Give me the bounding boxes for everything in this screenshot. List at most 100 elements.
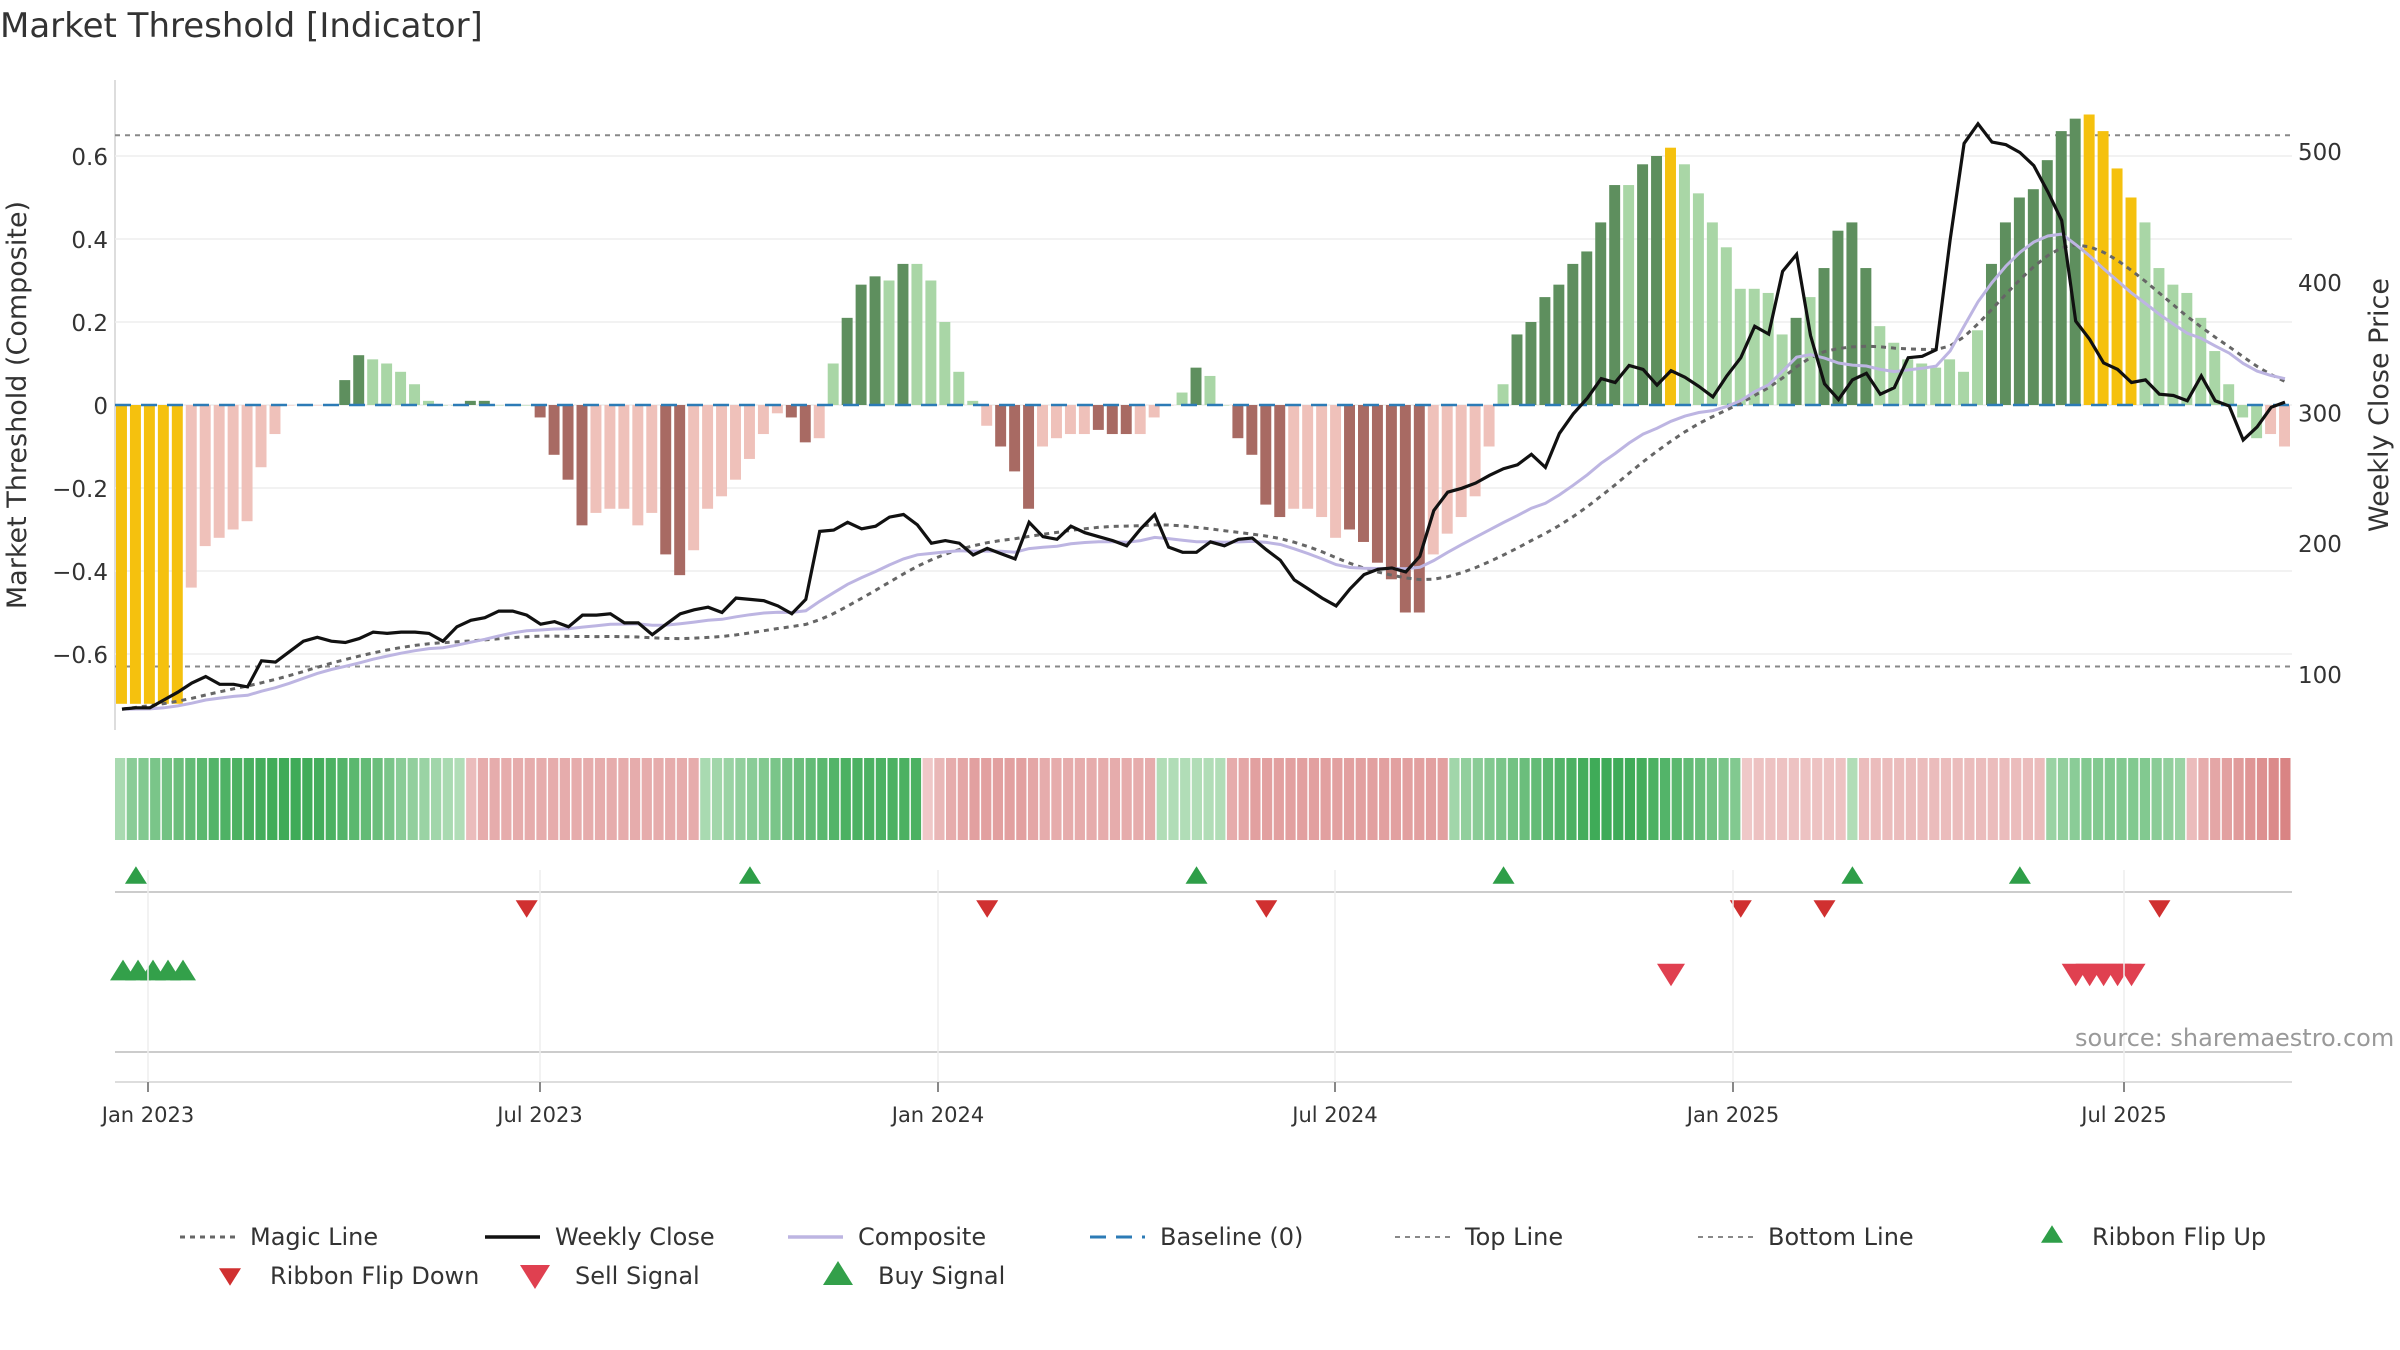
composite-bar	[143, 405, 155, 704]
x-tick-label: Jul 2023	[495, 1103, 582, 1127]
ribbon-cell	[524, 758, 535, 840]
x-tick-label: Jan 2024	[890, 1103, 985, 1127]
composite-bar	[129, 405, 141, 704]
composite-bar	[743, 405, 755, 459]
ribbon-flip-up-marker	[2008, 866, 2031, 884]
ribbon-cell	[1624, 758, 1636, 840]
ribbon-cell	[1858, 758, 1870, 840]
ribbon-cell	[138, 758, 149, 840]
composite-bar	[1330, 405, 1342, 538]
composite-bar	[283, 405, 295, 406]
composite-bar	[1511, 334, 1523, 405]
ribbon-cell	[2022, 758, 2034, 840]
ribbon-cell	[1238, 758, 1249, 840]
composite-bar	[339, 380, 351, 405]
ribbon-cell	[2069, 758, 2080, 840]
ribbon-cell	[1086, 758, 1097, 840]
y-right-tick-label: 300	[2298, 402, 2342, 428]
composite-bar	[632, 405, 644, 526]
ribbon-cell	[758, 758, 769, 840]
composite-bar	[2265, 405, 2277, 435]
composite-bar	[883, 280, 895, 405]
composite-bar	[1050, 405, 1062, 439]
ribbon-cell	[1402, 758, 1413, 840]
composite-bar	[1944, 359, 1956, 405]
y-left-tick-label: −0.2	[52, 477, 108, 503]
composite-bar	[995, 405, 1007, 447]
composite-bar	[1441, 405, 1453, 534]
ribbon-flip-down-marker	[2148, 900, 2171, 918]
ribbon-cell	[957, 758, 968, 840]
magic-line	[121, 243, 2286, 711]
ribbon-cell	[747, 758, 758, 840]
composite-bar	[1999, 222, 2011, 405]
composite-bar	[269, 405, 281, 435]
ribbon-cell	[1987, 758, 1998, 840]
ribbon-cell	[1730, 758, 1741, 840]
ribbon-cell	[1285, 758, 1296, 840]
y-right-tick-label: 100	[2298, 663, 2342, 689]
composite-bar	[967, 400, 979, 405]
ribbon-cell	[1156, 758, 1167, 840]
composite-bar	[116, 405, 127, 704]
ribbon-cell	[1332, 758, 1343, 840]
ribbon-cell	[2198, 758, 2209, 840]
ribbon-cell	[852, 758, 863, 840]
legend-label: Bottom Line	[1768, 1223, 1914, 1251]
ribbon-cell	[2186, 758, 2197, 840]
composite-bar	[1720, 247, 1732, 405]
ribbon-cell	[220, 758, 231, 840]
composite-bar	[1623, 185, 1635, 405]
composite-bar	[855, 284, 867, 405]
composite-bar	[1595, 222, 1607, 405]
composite-bar	[1790, 317, 1802, 405]
composite-bar	[1385, 405, 1397, 580]
composite-bar	[1804, 297, 1816, 405]
composite-bar	[1274, 405, 1286, 518]
legend-swatch	[520, 1265, 550, 1289]
composite-bar	[2167, 284, 2179, 405]
ribbon-cell	[2151, 758, 2162, 840]
ribbon-cell	[1098, 758, 1109, 840]
composite-bar	[2125, 197, 2137, 405]
ribbon-cell	[2081, 758, 2092, 840]
composite-bar	[1176, 392, 1188, 405]
composite-bar	[1009, 405, 1021, 472]
ribbon-cell	[1063, 758, 1074, 840]
composite-bar	[1525, 322, 1537, 405]
ribbon-cell	[173, 758, 184, 840]
legend-swatch	[823, 1261, 853, 1285]
ribbon-cell	[1940, 758, 1952, 840]
sell-signal-marker	[1656, 963, 1685, 987]
ribbon-flip-up-marker	[738, 866, 761, 884]
composite-bar	[1888, 342, 1900, 405]
ribbon-cell	[2057, 758, 2069, 840]
ribbon-cell	[1144, 758, 1156, 840]
ribbon-cell	[2221, 758, 2232, 840]
ribbon-cell	[278, 758, 290, 840]
ribbon-cell	[384, 758, 395, 840]
ribbon-cell	[618, 758, 629, 840]
composite-bar	[1692, 193, 1704, 405]
ribbon-cell	[1437, 758, 1448, 840]
source-label: source: sharemaestro.com	[2075, 1024, 2395, 1052]
composite-bar	[241, 405, 253, 522]
composite-bar	[562, 405, 574, 480]
composite-bar	[1469, 405, 1481, 497]
composite-bar	[1748, 288, 1760, 405]
composite-bar	[311, 405, 323, 406]
ribbon-cell	[2163, 758, 2174, 840]
composite-bar	[1637, 164, 1649, 405]
legend-label: Weekly Close	[555, 1223, 715, 1251]
composite-bar	[1846, 222, 1858, 405]
ribbon-cell	[981, 758, 992, 840]
ribbon-cell	[1683, 758, 1694, 840]
y-right-tick-label: 200	[2298, 532, 2342, 558]
ribbon-cell	[1671, 758, 1682, 840]
y-left-axis-label: Market Threshold (Composite)	[2, 201, 33, 609]
ribbon-cell	[337, 758, 348, 840]
ribbon-cell	[1343, 758, 1355, 840]
ribbon-cell	[313, 758, 325, 840]
ribbon-cell	[1578, 758, 1589, 840]
ribbon-cell	[1823, 758, 1835, 840]
